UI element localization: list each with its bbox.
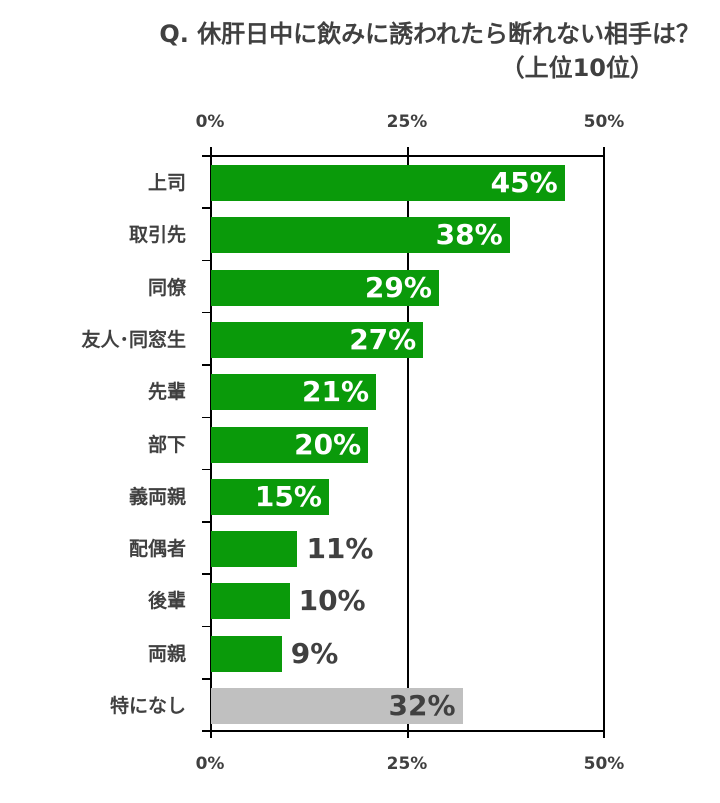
bar-4 [211, 321, 424, 358]
gridline-25 [407, 147, 409, 738]
y-tick [202, 521, 210, 523]
category-label: 両親 [147, 642, 186, 665]
bar-3 [211, 269, 439, 306]
top-tick-25: 25% [386, 112, 428, 132]
bar-2 [211, 217, 510, 254]
category-label: 義両親 [128, 485, 186, 508]
category-label: 同僚 [147, 276, 186, 299]
value-label: 20% [294, 427, 362, 461]
bottom-tick-50: 50% [583, 754, 625, 774]
value-label: 45% [490, 166, 558, 199]
category-label: 後輩 [147, 590, 186, 613]
y-tick [202, 625, 210, 628]
value-label: 29% [364, 270, 432, 304]
top-tick-50: 50% [583, 112, 625, 132]
y-tick [202, 311, 210, 314]
bottom-tick-25: 25% [386, 754, 428, 774]
category-label: 友人･同窓生 [81, 328, 186, 351]
y-tick [202, 573, 210, 575]
value-label: 32% [388, 689, 456, 722]
category-label: 部下 [147, 433, 186, 456]
bar-7 [211, 478, 329, 515]
category-label: 先輩 [147, 381, 186, 404]
y-tick [202, 416, 210, 418]
bar-11 [211, 688, 463, 724]
bar-1 [211, 165, 565, 201]
y-tick [202, 155, 210, 157]
y-tick [202, 468, 210, 471]
gridline-50 [603, 147, 605, 738]
chart-title-line2: （上位10位） [500, 54, 654, 82]
bar-6 [211, 426, 369, 463]
top-tick-0: 0% [195, 112, 225, 132]
bar-9 [211, 583, 290, 620]
value-label: 11% [306, 532, 374, 566]
category-label: 上司 [147, 172, 186, 194]
value-label: 15% [254, 479, 322, 513]
bar-8 [211, 531, 298, 568]
value-label: 21% [302, 375, 370, 409]
plot-area: 45% 38% 29% 27% 21% 20% 15% 11% 10% 9% 32% [202, 147, 605, 738]
y-tick [202, 678, 210, 680]
y-tick [202, 207, 210, 209]
chart-title-line1: Q. 休肝日中に飲みに誘われたら断れない相手は？ [159, 20, 700, 48]
category-label: 配偶者 [128, 538, 186, 561]
value-label: 27% [349, 322, 417, 356]
value-label: 38% [435, 218, 503, 252]
gridline-0 [210, 147, 212, 738]
y-tick [202, 730, 210, 732]
category-label: 取引先 [128, 224, 186, 247]
y-tick [202, 364, 210, 366]
value-label: 10% [298, 584, 366, 618]
category-label: 特になし [109, 695, 186, 717]
y-tick [202, 259, 210, 262]
bar-10 [211, 635, 282, 672]
value-label: 9% [290, 636, 339, 670]
bottom-tick-0: 0% [195, 754, 225, 774]
bar-5 [211, 374, 377, 411]
